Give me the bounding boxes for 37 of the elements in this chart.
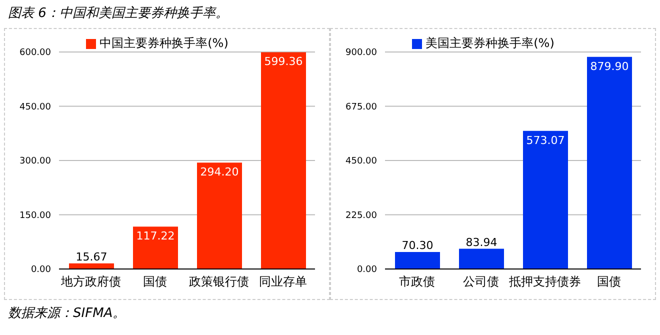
y-tick-label: 300.00 xyxy=(20,156,52,167)
x-tick-label: 公司债 xyxy=(463,274,499,289)
bar xyxy=(197,162,242,269)
y-tick-label: 225.00 xyxy=(346,210,378,221)
bar xyxy=(133,226,178,269)
y-tick-label: 0.00 xyxy=(30,265,52,276)
bar xyxy=(459,248,504,269)
legend-label: 中国主要券种换手率(%) xyxy=(100,36,228,50)
data-label: 117.22 xyxy=(136,230,175,243)
x-tick-label: 抵押支持债券 xyxy=(508,274,581,289)
x-tick-label: 国债 xyxy=(143,274,167,289)
data-label: 294.20 xyxy=(200,166,239,179)
data-label: 573.07 xyxy=(526,134,565,147)
bar xyxy=(587,56,632,269)
x-tick-label: 政策银行债 xyxy=(189,274,249,289)
y-tick-label: 600.00 xyxy=(20,48,52,58)
data-label: 599.36 xyxy=(264,55,303,68)
data-label: 70.30 xyxy=(402,239,434,252)
bar xyxy=(261,52,306,269)
y-tick-label: 450.00 xyxy=(346,156,378,167)
x-tick-label: 地方政府债 xyxy=(60,274,121,289)
bar xyxy=(523,130,568,269)
y-tick-label: 0.00 xyxy=(356,265,378,276)
legend-label: 美国主要券种换手率(%) xyxy=(426,36,554,50)
y-tick-label: 675.00 xyxy=(346,102,378,112)
data-label: 15.67 xyxy=(76,250,108,264)
y-tick-label: 450.00 xyxy=(20,102,52,112)
bar xyxy=(395,252,440,269)
y-tick-label: 150.00 xyxy=(20,210,52,221)
x-tick-label: 同业存单 xyxy=(259,274,307,289)
source-note: 数据来源：SIFMA。 xyxy=(7,305,127,323)
chart-title: 图表 6：中国和美国主要券种换手率。 xyxy=(7,5,230,23)
data-label: 879.90 xyxy=(590,60,629,73)
data-label: 83.94 xyxy=(466,236,498,249)
x-tick-label: 国债 xyxy=(597,274,621,289)
y-tick-label: 900.00 xyxy=(346,48,378,58)
x-tick-label: 市政债 xyxy=(399,274,435,289)
